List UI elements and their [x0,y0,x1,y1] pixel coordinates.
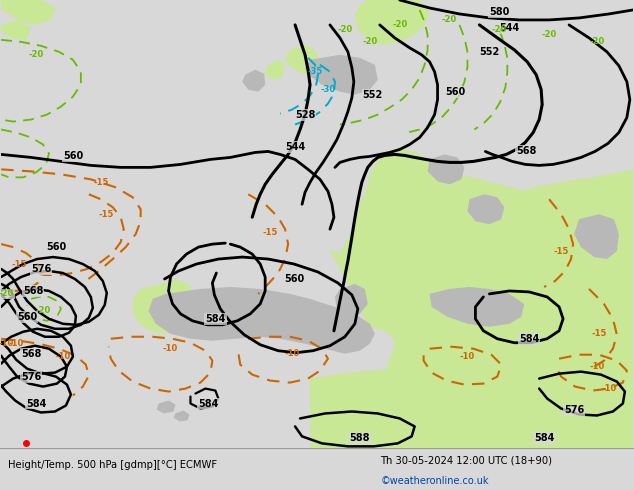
Text: -10: -10 [163,344,178,353]
Text: 544: 544 [285,143,305,152]
Text: 584: 584 [26,398,46,409]
Text: 568: 568 [21,349,41,359]
Text: Th 30-05-2024 12:00 UTC (18+90): Th 30-05-2024 12:00 UTC (18+90) [380,455,552,465]
Text: -10: -10 [601,384,616,393]
Polygon shape [430,341,633,448]
Polygon shape [157,400,176,414]
Text: -20: -20 [590,37,605,47]
Text: 588: 588 [349,433,370,443]
Text: -20: -20 [337,25,353,34]
Polygon shape [1,20,31,40]
Text: -15: -15 [11,260,27,269]
Polygon shape [133,279,198,334]
Polygon shape [305,55,378,95]
Text: 560: 560 [445,87,465,97]
Text: -35: -35 [307,67,323,76]
Text: -15: -15 [98,210,113,219]
Text: -10: -10 [0,339,14,348]
Text: 552: 552 [363,90,383,99]
Polygon shape [574,214,619,259]
Polygon shape [310,367,633,448]
Text: 576: 576 [21,371,41,382]
Text: -20: -20 [36,306,51,316]
Text: 584: 584 [534,433,554,443]
Text: -15: -15 [93,178,108,187]
Text: 568: 568 [23,286,43,296]
Text: -20: -20 [362,37,377,47]
Text: -10: -10 [285,349,300,358]
Text: -20: -20 [392,21,407,29]
Text: -10: -10 [8,339,23,348]
Text: 544: 544 [499,23,519,33]
Text: -20: -20 [442,15,457,24]
Polygon shape [430,287,524,327]
Text: -10: -10 [55,352,70,361]
Text: 528: 528 [295,110,315,120]
Text: -20: -20 [541,30,557,39]
Text: 584: 584 [198,398,219,409]
Polygon shape [174,411,190,421]
Text: Height/Temp. 500 hPa [gdmp][°C] ECMWF: Height/Temp. 500 hPa [gdmp][°C] ECMWF [8,460,217,470]
Text: 576: 576 [564,406,584,416]
Polygon shape [242,70,265,92]
Text: -20: -20 [492,25,507,34]
Text: -15: -15 [592,329,607,338]
Polygon shape [264,60,285,80]
Text: -15: -15 [553,246,569,256]
Text: -20: -20 [0,290,14,298]
Polygon shape [330,147,633,448]
Text: 560: 560 [284,274,304,284]
Text: 580: 580 [489,7,510,17]
Text: 576: 576 [31,264,51,274]
Text: ©weatheronline.co.uk: ©weatheronline.co.uk [380,476,489,486]
Polygon shape [355,0,430,45]
Text: -10: -10 [590,362,605,371]
Text: 568: 568 [516,147,536,156]
Text: -10: -10 [460,352,475,361]
Text: -15: -15 [262,228,278,237]
Polygon shape [335,284,368,317]
Polygon shape [285,45,318,75]
Polygon shape [148,287,375,354]
Text: -20: -20 [29,50,44,59]
Polygon shape [467,194,504,224]
Text: 560: 560 [63,151,83,161]
Text: 560: 560 [46,242,66,252]
Polygon shape [340,0,633,254]
Text: 584: 584 [519,334,540,344]
Text: 560: 560 [17,312,37,322]
Text: 584: 584 [205,314,226,324]
Text: 552: 552 [479,47,500,57]
Polygon shape [427,154,465,184]
Text: -30: -30 [320,85,335,94]
Polygon shape [1,0,56,25]
